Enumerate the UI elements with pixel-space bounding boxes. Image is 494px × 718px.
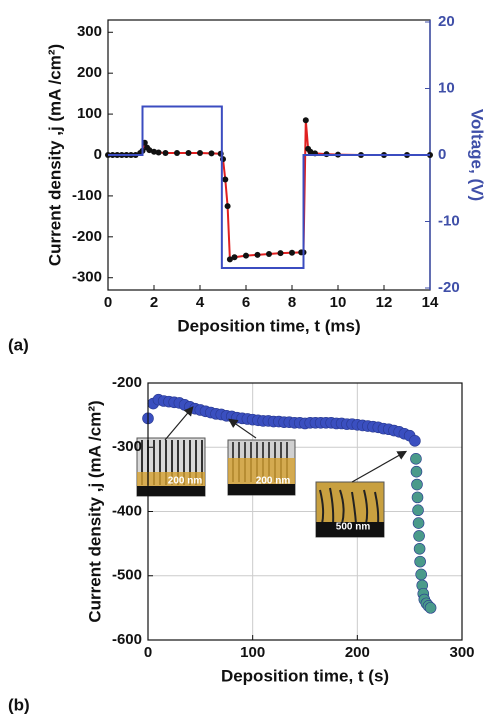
series-line (108, 105, 430, 270)
data-point (146, 147, 153, 154)
data-point (412, 517, 425, 529)
x-tick-label: 12 (376, 294, 393, 311)
data-point (410, 465, 423, 478)
x-tick-label: 300 (449, 644, 474, 661)
data-point (302, 117, 309, 124)
x-tick-label: 8 (288, 294, 296, 311)
data-point (410, 453, 422, 465)
y-tick-label: -200 (112, 374, 142, 391)
data-point (222, 176, 229, 183)
y-axis-label: Current density ,j (mA /cm²) (85, 400, 104, 622)
data-point (226, 256, 233, 263)
y2-tick-label: -10 (438, 212, 460, 229)
y-tick-label: -300 (72, 269, 102, 286)
data-point (307, 148, 314, 155)
y-tick-label: -200 (72, 228, 102, 245)
y-tick-label: 200 (77, 64, 102, 81)
inset-image (315, 481, 385, 538)
y-tick-label: -500 (112, 567, 142, 584)
x-tick-label: 200 (345, 644, 370, 661)
x-axis-label: Deposition time, t (ms) (177, 316, 360, 335)
data-point (254, 251, 261, 258)
inset-image (227, 439, 296, 496)
x-tick-label: 4 (196, 294, 205, 311)
data-point (411, 478, 423, 491)
scale-bar-label: 200 nm (168, 476, 203, 487)
scale-bar-label: 500 nm (336, 522, 371, 533)
y2-tick-label: 20 (438, 13, 455, 30)
y-tick-label: -100 (72, 187, 102, 204)
arrow (164, 406, 194, 441)
data-point (243, 252, 249, 259)
y2-tick-label: 0 (438, 146, 446, 163)
data-point (155, 149, 162, 156)
x-tick-label: 14 (422, 294, 439, 311)
panel-label: (a) (8, 335, 29, 354)
arrow (351, 450, 408, 483)
y2-axis-label: Voltage, (V) (468, 109, 487, 201)
data-point (413, 530, 425, 542)
y2-tick-label: 10 (438, 79, 455, 96)
data-point (414, 555, 426, 568)
y-tick-label: -400 (112, 502, 142, 519)
data-point (162, 149, 169, 156)
data-point (277, 250, 284, 257)
data-point (411, 491, 424, 504)
y2-tick-label: -20 (438, 279, 460, 296)
arrow (228, 418, 257, 439)
data-point (208, 150, 215, 157)
data-point (289, 249, 295, 256)
x-tick-label: 6 (242, 294, 250, 311)
y-tick-label: -600 (112, 631, 142, 648)
panel-label: (b) (8, 695, 30, 714)
data-point (266, 251, 272, 257)
y-tick-label: 300 (77, 23, 102, 40)
data-point (412, 504, 424, 517)
plot-frame (147, 382, 463, 641)
data-point (185, 149, 192, 156)
x-axis-label: Deposition time, t (s) (221, 666, 389, 685)
data-point (424, 602, 437, 614)
scale-bar-label: 200 nm (256, 476, 291, 487)
x-tick-label: 10 (330, 294, 347, 311)
y-tick-label: -300 (112, 438, 142, 455)
data-point (415, 568, 427, 581)
data-point (231, 254, 238, 261)
data-point (413, 542, 426, 555)
data-point (224, 203, 231, 210)
insets: 200 nm 200 nm 500 nm (136, 406, 408, 538)
data-point (197, 149, 203, 156)
x-tick-label: 100 (240, 644, 265, 661)
y-axis-label: Current density ,j (mA /cm²) (45, 44, 64, 266)
data-point (409, 435, 421, 447)
data-point (174, 149, 180, 156)
x-tick-label: 0 (144, 644, 152, 661)
data-point (151, 148, 157, 155)
y-tick-label: 0 (94, 146, 102, 163)
x-tick-label: 0 (104, 294, 112, 311)
y-tick-label: 100 (77, 105, 102, 122)
x-tick-label: 2 (150, 294, 158, 311)
inset-image (136, 437, 206, 497)
